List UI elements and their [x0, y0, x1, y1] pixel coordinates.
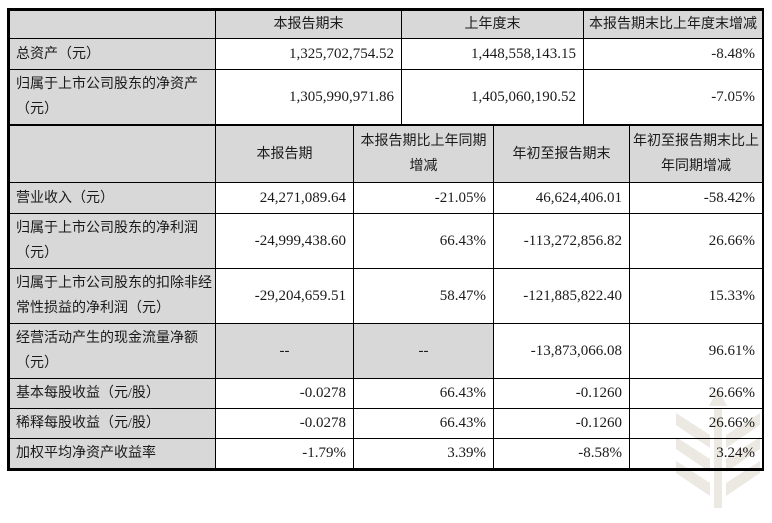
col-header-ytd-change-vs-same-period: 年初至报告期末比上年同期增减 [629, 125, 763, 183]
cell-total-assets-prior: 1,448,558,143.15 [401, 38, 584, 70]
row-label-total-assets: 总资产（元） [9, 38, 216, 70]
header-row-period-end: 本报告期末 上年度末 本报告期末比上年度末增减 [9, 10, 763, 39]
cell-cash-flow-current-na: -- [215, 323, 354, 379]
row-label-net-profit-excl-nonrecurring: 归属于上市公司股东的扣除非经常性损益的净利润（元） [9, 268, 216, 324]
table-row-net-assets: 归属于上市公司股东的净资产（元） 1,305,990,971.86 1,405,… [9, 69, 763, 125]
cell-nonrecurring-change: 58.47% [353, 268, 494, 324]
cell-basic-eps-ytd: -0.1260 [493, 378, 630, 409]
col-header-current-period: 本报告期 [215, 125, 354, 183]
cell-nonrecurring-ytd: -121,885,822.40 [493, 268, 630, 324]
table-row-operating-cash-flow: 经营活动产生的现金流量净额（元） -- -- -13,873,066.08 96… [9, 323, 763, 379]
col-header-current-period-end: 本报告期末 [215, 10, 402, 39]
cell-net-assets-change: -7.05% [583, 69, 763, 125]
col-header-year-to-date: 年初至报告期末 [493, 125, 630, 183]
cell-net-profit-current: -24,999,438.60 [215, 213, 354, 269]
cell-cash-flow-change-na: -- [353, 323, 494, 379]
financial-summary-table: 本报告期末 上年度末 本报告期末比上年度末增减 总资产（元） 1,325,702… [7, 8, 764, 471]
table-row-operating-revenue: 营业收入（元） 24,271,089.64 -21.05% 46,624,406… [9, 182, 763, 214]
cell-basic-eps-ytd-change: 26.66% [629, 378, 763, 409]
cell-roe-ytd: -8.58% [493, 438, 630, 469]
cell-net-profit-ytd: -113,272,856.82 [493, 213, 630, 269]
row-label-operating-cash-flow: 经营活动产生的现金流量净额（元） [9, 323, 216, 379]
cell-diluted-eps-ytd-change: 26.66% [629, 408, 763, 439]
cell-basic-eps-current: -0.0278 [215, 378, 354, 409]
cell-diluted-eps-change: 66.43% [353, 408, 494, 439]
cell-nonrecurring-ytd-change: 15.33% [629, 268, 763, 324]
corner-cell-2 [9, 125, 216, 183]
header-row-reporting-period: 本报告期 本报告期比上年同期增减 年初至报告期末 年初至报告期末比上年同期增减 [9, 125, 763, 183]
row-label-diluted-eps: 稀释每股收益（元/股） [9, 408, 216, 439]
reporting-period-section: 本报告期 本报告期比上年同期增减 年初至报告期末 年初至报告期末比上年同期增减 … [9, 125, 763, 469]
cell-cash-flow-ytd-change: 96.61% [629, 323, 763, 379]
corner-cell [9, 10, 216, 39]
table-row-net-profit-excl-nonrecurring: 归属于上市公司股东的扣除非经常性损益的净利润（元） -29,204,659.51… [9, 268, 763, 324]
row-label-basic-eps: 基本每股收益（元/股） [9, 378, 216, 409]
row-label-net-assets: 归属于上市公司股东的净资产（元） [9, 69, 216, 125]
cell-net-assets-current: 1,305,990,971.86 [215, 69, 402, 125]
row-label-weighted-avg-roe: 加权平均净资产收益率 [9, 438, 216, 469]
row-label-net-profit: 归属于上市公司股东的净利润（元） [9, 213, 216, 269]
cell-net-assets-prior: 1,405,060,190.52 [401, 69, 584, 125]
table-row-basic-eps: 基本每股收益（元/股） -0.0278 66.43% -0.1260 26.66… [9, 378, 763, 409]
cell-diluted-eps-current: -0.0278 [215, 408, 354, 439]
table-row-diluted-eps: 稀释每股收益（元/股） -0.0278 66.43% -0.1260 26.66… [9, 408, 763, 439]
cell-basic-eps-change: 66.43% [353, 378, 494, 409]
cell-revenue-current: 24,271,089.64 [215, 182, 354, 214]
table-row-net-profit: 归属于上市公司股东的净利润（元） -24,999,438.60 66.43% -… [9, 213, 763, 269]
cell-roe-current: -1.79% [215, 438, 354, 469]
cell-roe-ytd-change: 3.24% [629, 438, 763, 469]
cell-total-assets-current: 1,325,702,754.52 [215, 38, 402, 70]
cell-net-profit-change: 66.43% [353, 213, 494, 269]
col-header-change-vs-prior-year-end: 本报告期末比上年度末增减 [583, 10, 763, 39]
cell-revenue-ytd: 46,624,406.01 [493, 182, 630, 214]
financial-report-page: { "doc": { "type": "quarterly-report-key… [7, 8, 764, 508]
cell-cash-flow-ytd: -13,873,066.08 [493, 323, 630, 379]
table-row-total-assets: 总资产（元） 1,325,702,754.52 1,448,558,143.15… [9, 38, 763, 70]
row-label-operating-revenue: 营业收入（元） [9, 182, 216, 214]
cell-roe-change: 3.39% [353, 438, 494, 469]
cell-revenue-change: -21.05% [353, 182, 494, 214]
cell-total-assets-change: -8.48% [583, 38, 763, 70]
cell-diluted-eps-ytd: -0.1260 [493, 408, 630, 439]
table-row-weighted-avg-roe: 加权平均净资产收益率 -1.79% 3.39% -8.58% 3.24% [9, 438, 763, 469]
cell-net-profit-ytd-change: 26.66% [629, 213, 763, 269]
col-header-change-vs-same-period: 本报告期比上年同期增减 [353, 125, 494, 183]
cell-revenue-ytd-change: -58.42% [629, 182, 763, 214]
period-end-section: 本报告期末 上年度末 本报告期末比上年度末增减 总资产（元） 1,325,702… [9, 10, 763, 125]
col-header-prior-year-end: 上年度末 [401, 10, 584, 39]
cell-nonrecurring-current: -29,204,659.51 [215, 268, 354, 324]
